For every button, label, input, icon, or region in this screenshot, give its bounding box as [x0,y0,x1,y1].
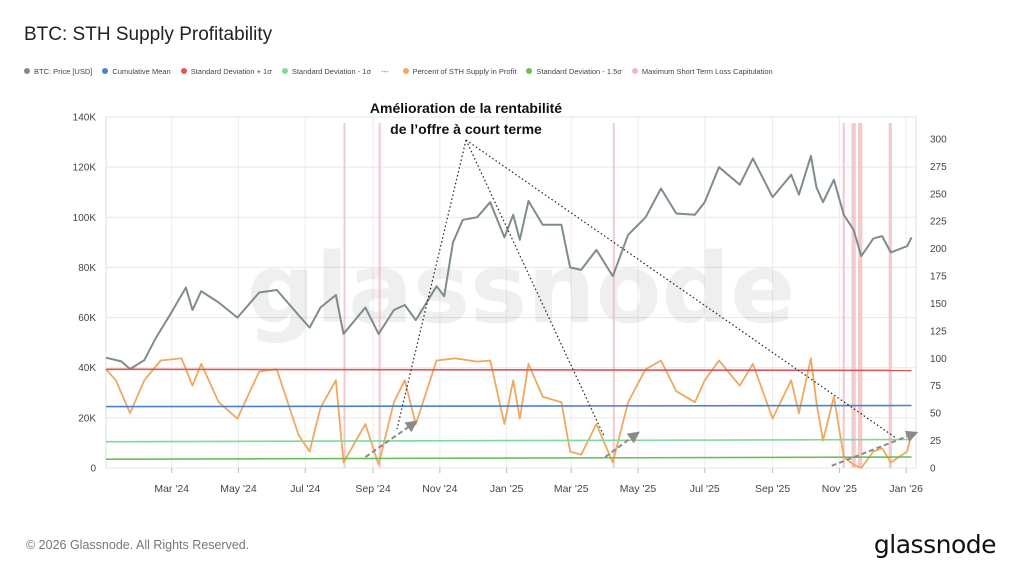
x-tick-label: May '24 [220,483,257,495]
y-right-tick-label: 75 [930,381,942,392]
y-right-tick-label: 0 [930,464,936,475]
legend-dot [24,68,30,74]
legend-label: Maximum Short Term Loss Capitulation [641,66,773,76]
capitulation-band [851,123,856,468]
annotation-line-2: de l’offre à court terme [390,121,542,137]
axes: 0 20K 40K 60K 80K 100K 120K 140K 0 25 50 75 100 125 15… [73,113,947,496]
page-title: BTC: STH Supply Profitability [24,24,273,45]
capitulation-bands [343,123,892,468]
x-tick-label: Mar '24 [154,483,189,495]
legend-dot [102,68,109,74]
y-left-tick-label: 20K [78,413,96,424]
trend-arrow [831,430,919,467]
legend-item-cumulative-mean[interactable]: Cumulative Mean [102,66,171,76]
y-left-tick-label: 40K [78,363,96,374]
x-tick-label: Sep '25 [755,483,790,495]
annotation-lines [364,139,919,467]
legend-label: Percent of STH Supply in Profit [412,66,517,76]
y-left-tick-label: 100K [73,213,97,224]
x-tick-label: May '25 [620,483,657,495]
y-right-tick-label: 100 [930,354,947,365]
legend-separator: --- [381,66,389,76]
legend-label: Standard Deviation - 1σ [291,66,372,76]
legend-label: BTC: Price [USD] [34,66,93,76]
trend-arrow [604,431,640,458]
y-right-tick-label: 175 [930,272,947,283]
y-right-tick-label: 125 [930,326,947,337]
x-tick-label: Mar '25 [554,483,589,495]
capitulation-band [857,123,863,468]
annotation-line-1: Amélioration de la rentabilité [370,100,562,116]
watermark-text: glassnode [247,233,796,345]
series-line-standard-deviation-1- [105,368,912,372]
y-right-tick-label: 150 [930,299,947,310]
y-right-tick-label: 50 [930,409,942,420]
series-line-cumulative-mean [105,404,912,408]
capitulation-band [343,123,346,468]
y-left-tick-label: 80K [78,263,96,274]
legend-item-std-minus-1[interactable]: Standard Deviation - 1σ [281,66,372,76]
x-tick-label: Jan '25 [490,483,524,495]
legend-item-btc-price[interactable]: BTC: Price [USD] [24,67,92,76]
annotation-pointer-line [465,139,605,437]
legend-item-std-minus-1-5[interactable]: Standard Deviation - 1.5σ [526,67,622,76]
y-left-tick-label: 140K [73,113,97,124]
chart-legend: BTC: Price [USD] Cumulative Mean Standar… [24,64,783,78]
series-line-percent-of-sth-supply-in-profit [105,357,913,469]
legend-item-sth-supply-profit[interactable]: Percent of STH Supply in Profit [402,66,517,76]
series-line-standard-deviation-1-5- [105,456,912,460]
brand-logo: glassnode [873,530,997,559]
y-right-tick-label: 275 [930,162,947,173]
annotation-pointer-line [396,139,467,430]
y-right-tick-label: 250 [930,189,947,200]
trend-arrow [364,420,418,458]
x-tick-label: Jul '25 [690,483,720,495]
x-tick-label: Nov '24 [422,483,457,495]
capitulation-band [378,123,381,468]
series-line-btc-price-usd- [105,154,913,370]
x-tick-label: Nov '25 [822,483,857,495]
y-left-tick-label: 60K [78,313,96,324]
x-tick-label: Jul '24 [290,483,320,495]
capitulation-band [842,123,845,468]
legend-dot [281,68,288,74]
series-line-standard-deviation-1- [105,438,912,443]
y-left-tick-label: 0 [90,464,96,475]
legend-item-std-plus-1[interactable]: Standard Deviation + 1σ [180,66,272,76]
y-right-tick-label: 200 [930,244,947,255]
legend-dot [526,68,533,74]
y-right-tick-label: 300 [930,134,947,145]
copyright-footer: © 2026 Glassnode. All Rights Reserved. [26,538,250,552]
y-left-tick-label: 120K [73,163,97,174]
y-right-tick-label: 25 [930,436,942,447]
capitulation-band [612,123,615,468]
legend-label: Standard Deviation - 1.5σ [536,66,622,76]
legend-dot [631,68,638,74]
legend-item-capitulation[interactable]: Maximum Short Term Loss Capitulation [631,66,773,76]
legend-label: Standard Deviation + 1σ [190,66,272,76]
legend-dot [402,68,409,74]
y-right-tick-label: 225 [930,217,947,228]
x-tick-label: Sep '24 [355,483,390,495]
legend-label: Cumulative Mean [112,66,171,76]
series-lines [105,154,913,469]
legend-dot [180,68,187,74]
capitulation-band [888,123,892,468]
grid-lines [105,116,917,469]
x-tick-label: Jan '26 [889,483,923,495]
